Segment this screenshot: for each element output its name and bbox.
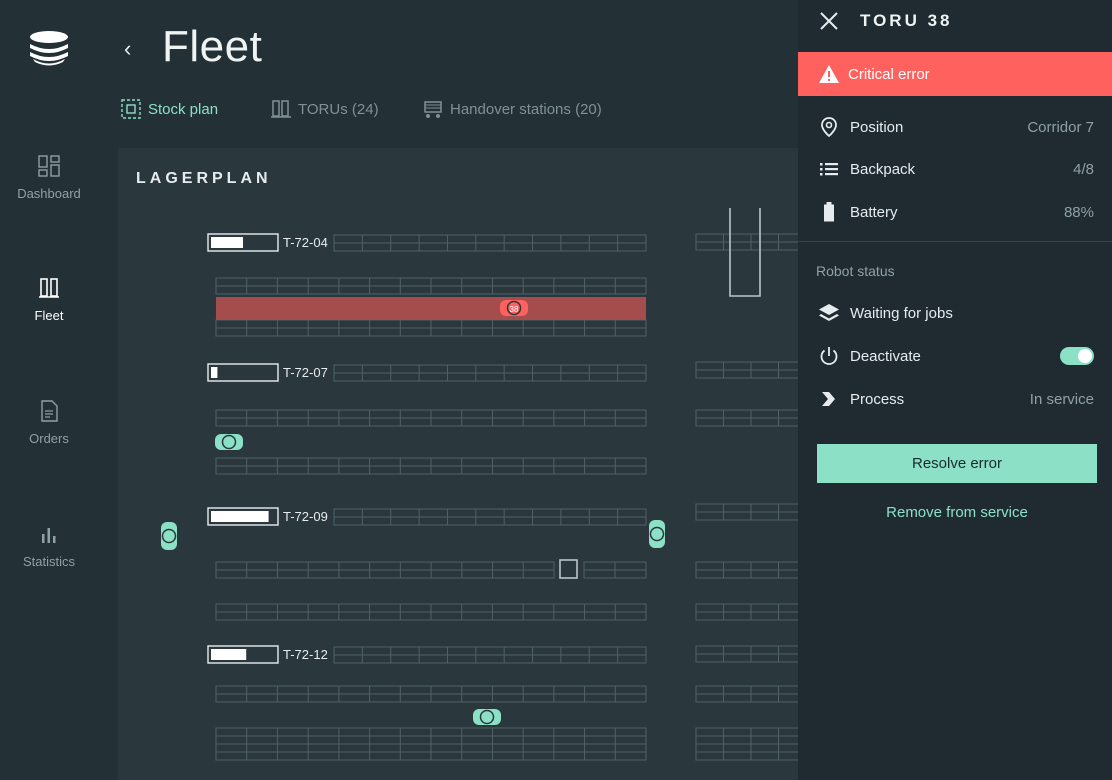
status-label: Process [850, 390, 905, 408]
shelf-label: T-72-04 [283, 235, 328, 250]
sidebar-item-label: Orders [29, 431, 69, 446]
map-title: LAGERPLAN [136, 170, 272, 187]
deactivate-toggle[interactable] [1060, 347, 1094, 365]
sidebar: Dashboard Fleet Orders Statistics [0, 0, 98, 780]
layers-icon [819, 304, 839, 321]
detail-row-battery: Battery 88% [798, 197, 1112, 227]
shelf-fill-bar [211, 237, 243, 248]
robot-ring [161, 528, 177, 544]
page-title: Fleet [162, 22, 263, 71]
tab-stock-plan[interactable]: Stock plan [120, 96, 218, 122]
status-row-waiting: Waiting for jobs [798, 298, 1112, 328]
tab-label: TORUs (24) [298, 100, 379, 118]
shelf-fill-box [207, 233, 279, 252]
robot-ring [221, 434, 237, 450]
tab-torus[interactable]: TORUs (24) [270, 96, 379, 122]
divider [798, 241, 1112, 242]
shelf-label: T-72-09 [283, 509, 328, 524]
robot-body [473, 709, 501, 725]
vertical-chute [729, 208, 761, 297]
shelf-fill-bar [211, 367, 218, 378]
stacked-discs-logo[interactable] [27, 28, 71, 68]
robot-ring [506, 300, 522, 316]
panel-header: TORU 38 [798, 0, 1112, 46]
warning-icon [819, 65, 839, 83]
shelf-fill-bar [211, 649, 247, 660]
list-icon [820, 163, 838, 176]
resolve-error-button[interactable]: Resolve error [817, 444, 1097, 483]
sidebar-item-statistics[interactable]: Statistics [0, 522, 98, 569]
columns-icon [39, 278, 59, 298]
robot[interactable] [649, 520, 665, 548]
error-robot[interactable]: 38 [500, 300, 528, 316]
document-icon [41, 400, 58, 422]
robot[interactable] [473, 709, 501, 725]
robot-detail-panel: TORU 38 Critical error Position Corridor… [798, 0, 1112, 780]
close-icon[interactable] [818, 10, 840, 32]
shelf-label: T-72-12 [283, 647, 328, 662]
handover-station [559, 559, 578, 579]
robot[interactable] [215, 434, 243, 450]
shelf-fill-box [207, 363, 279, 382]
robot-body [161, 522, 177, 550]
shelf-fill-box [207, 507, 279, 526]
chevron-left-icon[interactable]: ‹ [124, 36, 132, 61]
map-pin-icon [821, 117, 837, 138]
chevron-right-icon [822, 392, 835, 406]
sidebar-item-label: Fleet [34, 308, 64, 323]
shelf-fill-bar [211, 511, 269, 522]
sidebar-item-label: Dashboard [17, 186, 81, 201]
detail-value: Corridor 7 [1027, 118, 1094, 136]
sidebar-item-label: Statistics [22, 554, 75, 569]
status-row-deactivate: Deactivate [798, 341, 1112, 371]
detail-label: Position [850, 118, 904, 136]
bar-chart-icon [42, 528, 56, 543]
robot-body [215, 434, 243, 450]
shelf-label: T-72-07 [283, 365, 328, 380]
tab-label: Stock plan [148, 100, 219, 118]
toggle-knob [1078, 349, 1092, 363]
status-value: In service [1029, 390, 1094, 408]
cart-icon [424, 101, 442, 118]
battery-icon [824, 202, 834, 222]
status-row-process: Process In service [798, 384, 1112, 414]
critical-error-banner: Critical error [798, 52, 1112, 96]
detail-value: 88% [1063, 203, 1094, 221]
robot-ring [479, 709, 495, 725]
error-robot-label: 38 [510, 305, 519, 314]
stock-plan-map[interactable]: LAGERPLAN T-72-04 T-72-07 T-72-09 T-72-12 38 [118, 148, 798, 780]
robot-body [500, 300, 528, 316]
detail-row-position: Position Corridor 7 [798, 112, 1112, 142]
detail-row-backpack: Backpack 4/8 [798, 154, 1112, 184]
stock-plan-icon [121, 99, 141, 119]
detail-label: Backpack [850, 160, 916, 178]
tab-handover-stations[interactable]: Handover stations (20) [422, 96, 602, 122]
robot-ring [649, 526, 665, 542]
map-canvas: T-72-04 T-72-07 T-72-09 T-72-12 38 [161, 208, 798, 761]
detail-label: Battery [850, 203, 898, 221]
panel-title: TORU 38 [860, 11, 953, 30]
section-label: Robot status [816, 263, 895, 279]
detail-value: 4/8 [1073, 160, 1094, 178]
sidebar-item-orders[interactable]: Orders [0, 399, 98, 446]
robot-body [649, 520, 665, 548]
error-corridor [216, 297, 646, 320]
torus-icon [271, 100, 291, 118]
sidebar-item-fleet[interactable]: Fleet [0, 276, 98, 323]
status-label: Deactivate [850, 347, 921, 365]
sidebar-item-dashboard[interactable]: Dashboard [0, 154, 98, 201]
alert-text: Critical error [848, 65, 930, 83]
shelf-fill-box [207, 645, 279, 664]
power-icon [820, 347, 838, 365]
remove-from-service-link[interactable]: Remove from service [886, 503, 1028, 521]
tab-label: Handover stations (20) [450, 100, 602, 118]
grid-icon [38, 155, 60, 177]
robot[interactable] [161, 522, 177, 550]
status-label: Waiting for jobs [850, 304, 953, 322]
